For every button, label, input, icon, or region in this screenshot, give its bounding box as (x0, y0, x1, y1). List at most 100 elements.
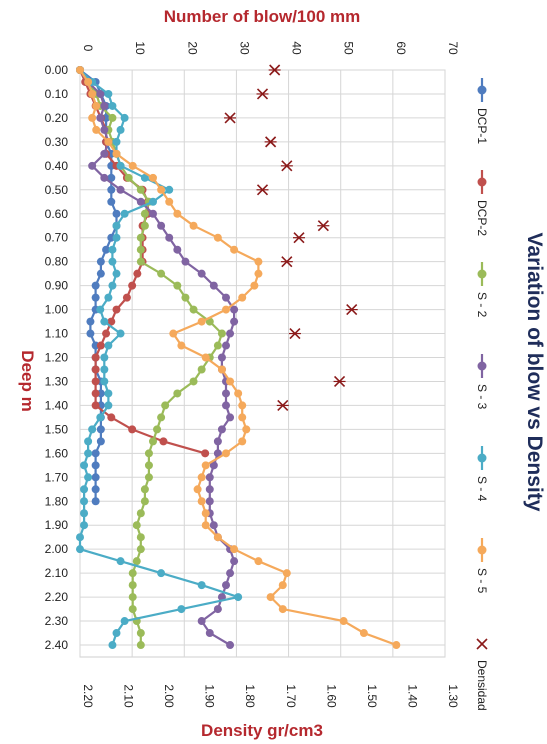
data-point (96, 425, 105, 434)
depth-tick-label: 1.40 (45, 398, 69, 412)
data-point (100, 353, 109, 362)
data-point (165, 233, 174, 242)
data-point (136, 545, 145, 554)
data-point-x (288, 327, 301, 340)
y-axis-title: Deep m (18, 350, 37, 411)
data-point (91, 293, 100, 302)
depth-tick-label: 1.10 (45, 327, 69, 341)
data-point (254, 257, 263, 266)
data-point (189, 221, 198, 230)
data-point (157, 269, 166, 278)
data-point-x (333, 375, 346, 388)
data-point (209, 461, 218, 470)
data-point (165, 197, 174, 206)
data-point (116, 125, 125, 134)
data-point (149, 173, 157, 182)
data-point (157, 185, 166, 194)
data-point (104, 137, 113, 146)
data-point (80, 497, 89, 506)
data-point (96, 269, 105, 278)
data-point (100, 173, 109, 182)
data-point (226, 569, 235, 578)
data-point (100, 317, 109, 326)
data-point (177, 341, 186, 350)
density-tick-label: 1.90 (203, 684, 217, 708)
depth-tick-label: 0.10 (45, 87, 69, 101)
data-point (140, 173, 149, 182)
data-point (91, 365, 100, 374)
data-point (140, 497, 149, 506)
data-point (107, 317, 116, 326)
legend-label: S - 2 (475, 292, 489, 318)
depth-tick-label: 0.70 (45, 231, 69, 245)
top-axis-title: Number of blow/100 mm (164, 7, 360, 26)
data-point (88, 161, 97, 170)
data-point (201, 353, 210, 362)
data-point (201, 461, 210, 470)
legend-label: Densidad (475, 660, 489, 711)
data-point (96, 437, 105, 446)
data-point (116, 557, 125, 566)
data-point (100, 101, 109, 110)
data-point (100, 149, 109, 158)
data-point (92, 125, 101, 134)
data-point (230, 557, 239, 566)
data-point (128, 605, 137, 614)
depth-tick-label: 0.20 (45, 111, 69, 125)
data-point (173, 209, 182, 218)
data-point (76, 533, 84, 542)
data-point (217, 329, 226, 338)
data-point (91, 497, 100, 506)
data-point (213, 533, 222, 542)
legend-swatch-marker (477, 361, 487, 371)
data-point (102, 329, 111, 338)
data-point (136, 233, 145, 242)
data-point (149, 209, 157, 218)
density-tick-label: 2.20 (81, 684, 95, 708)
data-point-x (345, 304, 358, 316)
data-point (136, 257, 145, 266)
data-point-x (276, 399, 289, 411)
data-point (226, 641, 235, 650)
data-point (266, 593, 275, 602)
axes: 0.00 0.10 0.20 0.30 0.40 0.50 0.60 0.70 0.80 0.90… (45, 41, 460, 708)
legend-entry: S - 4 (475, 446, 489, 502)
data-point (197, 581, 206, 590)
data-point (92, 101, 101, 110)
data-point (91, 401, 100, 410)
data-point (213, 449, 222, 458)
data-point (144, 449, 153, 458)
data-point (128, 581, 137, 590)
depth-tick-label: 1.00 (45, 303, 69, 317)
data-point (91, 281, 100, 290)
data-point (91, 377, 100, 386)
data-point (128, 161, 137, 170)
density-tick-label: 1.80 (243, 684, 257, 708)
data-point (230, 305, 239, 314)
data-point (157, 569, 166, 578)
data-point (91, 485, 100, 494)
density-tick-label: 2.10 (122, 684, 136, 708)
data-point (84, 77, 93, 86)
chart-title: Variation of blow vs Density (523, 233, 546, 512)
data-point (136, 509, 145, 518)
data-point (193, 485, 202, 494)
depth-tick-label: 0.40 (45, 159, 69, 173)
data-point (153, 425, 162, 434)
data-point (238, 401, 247, 410)
data-point (213, 437, 222, 446)
data-point (112, 137, 121, 146)
data-point (104, 341, 113, 350)
data-point (222, 389, 230, 398)
legend: DCP-1 DCP-2 S - 2 S - 3 S - 4 S - 5 Densidad (475, 78, 489, 711)
data-point (177, 605, 186, 614)
data-point (250, 281, 259, 290)
legend-swatch-marker (477, 85, 487, 95)
depth-tick-label: 1.90 (45, 518, 69, 532)
series-s-5 (76, 66, 401, 650)
depth-tick-label: 0.30 (45, 135, 69, 149)
data-point (189, 377, 198, 386)
data-point-x (293, 232, 305, 244)
data-point (108, 113, 117, 122)
